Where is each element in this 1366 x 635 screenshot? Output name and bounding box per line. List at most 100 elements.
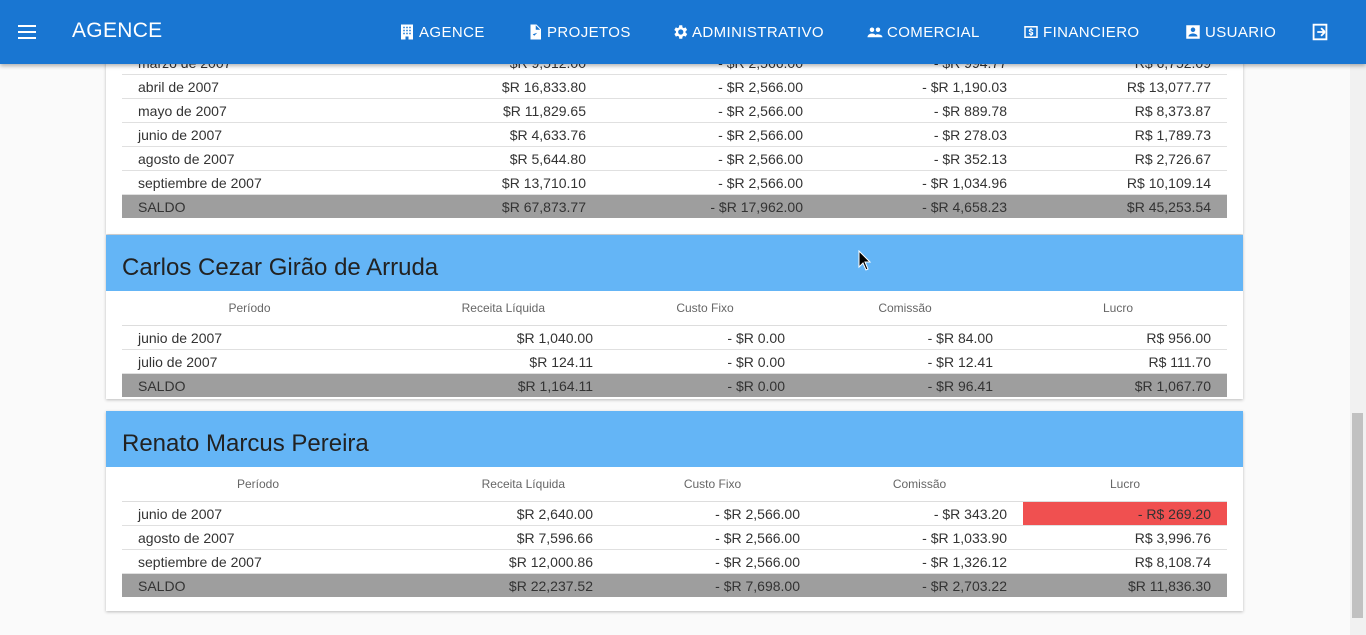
scrollbar-thumb[interactable] xyxy=(1352,413,1363,618)
table-row: septiembre de 2007 $R 12,000.86 - $R 2,5… xyxy=(122,549,1227,574)
header-periodo: Período xyxy=(122,467,394,502)
custo-cell: - $R 2,566.00 xyxy=(609,525,816,550)
nav-projetos[interactable]: PROJETOS xyxy=(526,0,631,64)
nav-label: COMERCIAL xyxy=(887,23,980,41)
custo-cell: - $R 2,566.00 xyxy=(602,74,819,99)
header-receita: Receita Líquida xyxy=(394,467,609,502)
lucro-cell: R$ 13,077.77 xyxy=(1023,74,1227,99)
account-box-icon xyxy=(1186,25,1200,39)
building-icon xyxy=(401,24,413,40)
custo-cell: - $R 2,566.00 xyxy=(602,98,819,123)
saldo-receita: $R 1,164.11 xyxy=(377,373,609,397)
comissao-cell: - $R 1,190.03 xyxy=(819,74,1023,99)
comissao-cell: - $R 343.20 xyxy=(816,501,1023,526)
nav-label: ADMINISTRATIVO xyxy=(692,23,824,41)
table-row: septiembre de 2007 $R 13,710.10 - $R 2,5… xyxy=(122,170,1227,195)
receita-cell: $R 5,644.80 xyxy=(377,146,602,171)
lucro-cell-negative: - R$ 269.20 xyxy=(1023,501,1227,526)
logout-icon[interactable] xyxy=(1309,21,1331,43)
lucro-cell: R$ 8,373.87 xyxy=(1023,98,1227,123)
header-lucro: Lucro xyxy=(1023,467,1227,502)
custo-cell: - $R 2,566.00 xyxy=(602,146,819,171)
saldo-custo: - $R 7,698.00 xyxy=(609,573,816,597)
receita-cell: $R 124.11 xyxy=(377,349,609,374)
receita-cell: $R 2,640.00 xyxy=(394,501,609,526)
custo-cell: - $R 0.00 xyxy=(609,325,801,350)
lucro-cell: R$ 2,726.67 xyxy=(1023,146,1227,171)
saldo-label: SALDO xyxy=(122,194,377,218)
comissao-cell: - $R 352.13 xyxy=(819,146,1023,171)
custo-cell: - $R 2,566.00 xyxy=(602,170,819,195)
money-icon xyxy=(1024,26,1038,38)
nav-financiero[interactable]: FINANCIERO xyxy=(1022,0,1140,64)
gear-icon xyxy=(674,25,688,39)
document-check-icon xyxy=(530,24,541,40)
consultant-table-2: Período Receita Líquida Custo Fixo Comis… xyxy=(122,291,1227,397)
receita-cell: $R 1,040.00 xyxy=(377,325,609,350)
nav-label: AGENCE xyxy=(419,23,485,41)
header-receita: Receita Líquida xyxy=(377,291,609,326)
app-bar: AGENCE AGENCE PROJETOS ADMINISTRATIVO CO… xyxy=(0,0,1366,64)
people-icon xyxy=(867,27,883,38)
periodo-cell: septiembre de 2007 xyxy=(122,549,394,574)
saldo-lucro: $R 1,067.70 xyxy=(1009,373,1227,397)
periodo-cell: abril de 2007 xyxy=(122,74,377,99)
consultant-card-3: Renato Marcus Pereira Período Receita Lí… xyxy=(106,411,1243,611)
table-row: junio de 2007 $R 4,633.76 - $R 2,566.00 … xyxy=(122,122,1227,147)
lucro-cell: R$ 10,109.14 xyxy=(1023,170,1227,195)
consultant-table-3: Período Receita Líquida Custo Fixo Comis… xyxy=(122,467,1227,597)
header-comissao: Comissão xyxy=(816,467,1023,502)
nav-usuario[interactable]: USUARIO xyxy=(1184,0,1276,64)
saldo-lucro: $R 11,836.30 xyxy=(1023,573,1227,597)
table-row: agosto de 2007 $R 5,644.80 - $R 2,566.00… xyxy=(122,146,1227,171)
consultant-card-2: Carlos Cezar Girão de Arruda Período Rec… xyxy=(106,235,1243,399)
table-row: junio de 2007 $R 2,640.00 - $R 2,566.00 … xyxy=(122,501,1227,526)
saldo-row: SALDO $R 22,237.52 - $R 7,698.00 - $R 2,… xyxy=(122,573,1227,597)
mouse-cursor-icon xyxy=(858,250,872,271)
lucro-cell: R$ 111.70 xyxy=(1009,349,1227,374)
header-periodo: Período xyxy=(122,291,377,326)
table-header-row: Período Receita Líquida Custo Fixo Comis… xyxy=(122,467,1227,502)
nav-comercial[interactable]: COMERCIAL xyxy=(866,0,980,64)
custo-cell: - $R 2,566.00 xyxy=(602,122,819,147)
table-row: mayo de 2007 $R 11,829.65 - $R 2,566.00 … xyxy=(122,98,1227,123)
nav-agence[interactable]: AGENCE xyxy=(398,0,485,64)
saldo-row: SALDO $R 1,164.11 - $R 0.00 - $R 96.41 $… xyxy=(122,373,1227,397)
saldo-comissao: - $R 4,658.23 xyxy=(819,194,1023,218)
comissao-cell: - $R 1,033.90 xyxy=(816,525,1023,550)
saldo-receita: $R 22,237.52 xyxy=(394,573,609,597)
comissao-cell: - $R 1,326.12 xyxy=(816,549,1023,574)
lucro-cell: R$ 3,996.76 xyxy=(1023,525,1227,550)
periodo-cell: junio de 2007 xyxy=(122,122,377,147)
nav-label: FINANCIERO xyxy=(1043,23,1140,41)
consultant-table-1: marzo de 2007 $R 9,512.00 - $R 2,566.00 … xyxy=(122,51,1227,218)
comissao-cell: - $R 84.00 xyxy=(801,325,1009,350)
receita-cell: $R 11,829.65 xyxy=(377,98,602,123)
table-row: julio de 2007 $R 124.11 - $R 0.00 - $R 1… xyxy=(122,349,1227,374)
receita-cell: $R 12,000.86 xyxy=(394,549,609,574)
header-comissao: Comissão xyxy=(801,291,1009,326)
periodo-cell: agosto de 2007 xyxy=(122,146,377,171)
receita-cell: $R 4,633.76 xyxy=(377,122,602,147)
periodo-cell: mayo de 2007 xyxy=(122,98,377,123)
consultant-name: Carlos Cezar Girão de Arruda xyxy=(122,254,439,281)
custo-cell: - $R 2,566.00 xyxy=(609,501,816,526)
comissao-cell: - $R 1,034.96 xyxy=(819,170,1023,195)
nav-administrativo[interactable]: ADMINISTRATIVO xyxy=(671,0,824,64)
nav-label: PROJETOS xyxy=(547,23,631,41)
saldo-custo: - $R 17,962.00 xyxy=(602,194,819,218)
nav-label: USUARIO xyxy=(1205,23,1277,41)
saldo-comissao: - $R 96.41 xyxy=(801,373,1009,397)
saldo-comissao: - $R 2,703.22 xyxy=(816,573,1023,597)
consultant-name: Renato Marcus Pereira xyxy=(122,430,369,457)
comissao-cell: - $R 889.78 xyxy=(819,98,1023,123)
saldo-custo: - $R 0.00 xyxy=(609,373,801,397)
custo-cell: - $R 2,566.00 xyxy=(609,549,816,574)
receita-cell: $R 13,710.10 xyxy=(377,170,602,195)
header-lucro: Lucro xyxy=(1009,291,1227,326)
comissao-cell: - $R 278.03 xyxy=(819,122,1023,147)
menu-icon[interactable] xyxy=(14,18,42,46)
periodo-cell: junio de 2007 xyxy=(122,325,377,350)
receita-cell: $R 7,596.66 xyxy=(394,525,609,550)
